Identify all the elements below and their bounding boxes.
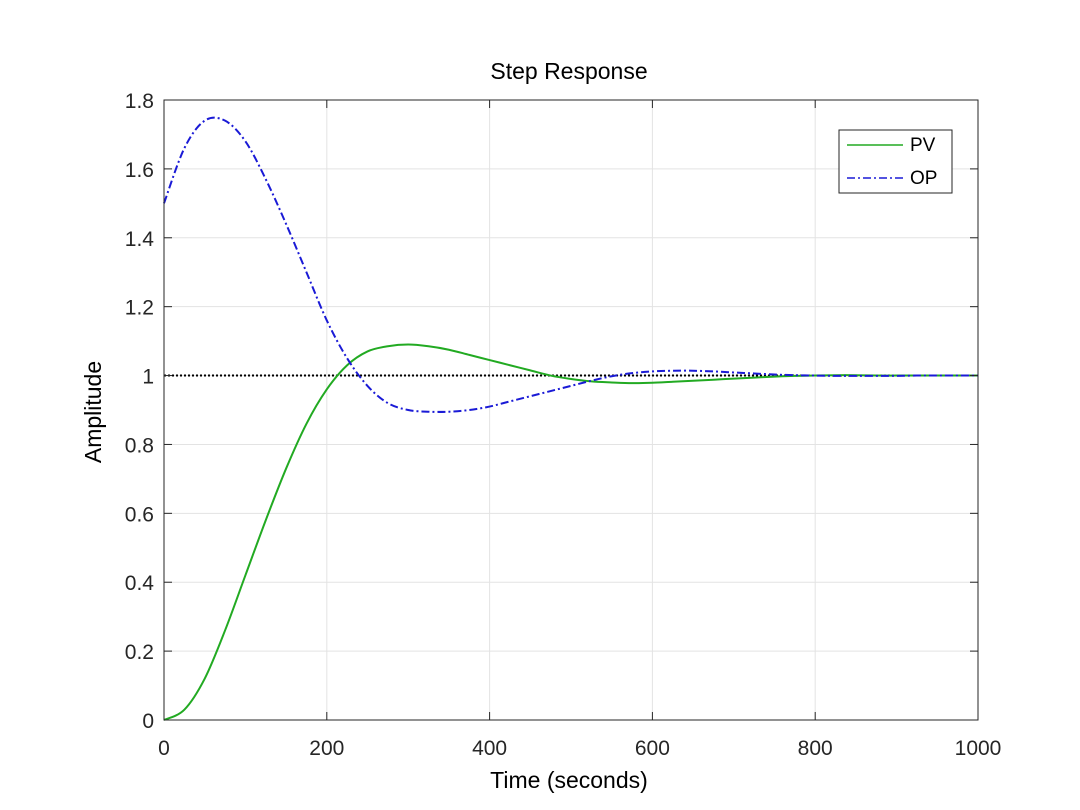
y-tick-label: 0.4	[125, 572, 155, 595]
plot-area[interactable]	[164, 100, 978, 720]
x-tick-label: 400	[472, 737, 507, 760]
x-tick-label: 200	[309, 737, 344, 760]
legend-label-pv: PV	[910, 135, 936, 156]
tick-marks	[163, 99, 979, 721]
x-tick-label: 600	[635, 737, 670, 760]
series-line-op	[163, 116, 979, 413]
series-layer	[163, 116, 979, 721]
y-tick-label: 1	[142, 366, 154, 389]
axes-frame	[163, 99, 979, 721]
y-tick-label: 0.6	[125, 503, 154, 526]
y-tick-label: 1.6	[125, 159, 154, 182]
x-tick-label: 0	[158, 737, 170, 760]
y-tick-labels: 0 0.2 0.4 0.6 0.8 1 1.2 1.4 1.6 1.8	[125, 90, 155, 733]
x-tick-label: 800	[798, 737, 833, 760]
grid-lines	[164, 100, 978, 720]
x-axis-label: Time (seconds)	[490, 767, 648, 793]
legend[interactable]: PV OP	[838, 129, 953, 194]
x-tick-labels: 0 200 400 600 800 1000	[158, 737, 1001, 760]
y-tick-label: 0	[142, 710, 154, 733]
legend-box	[838, 129, 953, 194]
chart-title: Step Response	[490, 58, 647, 84]
y-tick-label: 1.8	[125, 90, 154, 113]
x-tick-label: 1000	[955, 737, 1002, 760]
y-tick-label: 0.2	[125, 641, 154, 664]
y-tick-label: 1.4	[125, 228, 155, 251]
y-tick-label: 1.2	[125, 297, 154, 320]
series-line-pv	[163, 343, 979, 721]
y-axis-label: Amplitude	[80, 361, 106, 463]
legend-label-op: OP	[910, 168, 937, 189]
y-tick-label: 0.8	[125, 434, 154, 457]
